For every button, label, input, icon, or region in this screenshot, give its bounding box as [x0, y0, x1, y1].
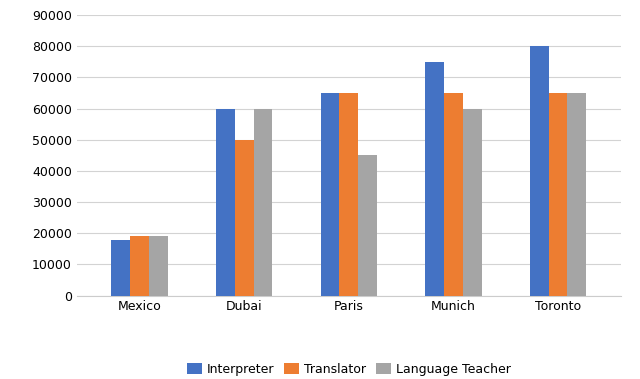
Bar	[321, 93, 339, 296]
Bar	[568, 93, 586, 296]
Bar	[216, 109, 235, 296]
Bar	[425, 62, 444, 296]
Bar	[444, 93, 463, 296]
Bar	[548, 93, 568, 296]
Bar	[111, 240, 130, 296]
Bar	[235, 140, 253, 296]
Bar	[463, 109, 482, 296]
Bar	[358, 155, 377, 296]
Bar	[339, 93, 358, 296]
Bar	[253, 109, 273, 296]
Bar	[130, 236, 149, 296]
Bar	[530, 46, 548, 296]
Legend: Interpreter, Translator, Language Teacher: Interpreter, Translator, Language Teache…	[182, 358, 516, 379]
Bar	[149, 236, 168, 296]
